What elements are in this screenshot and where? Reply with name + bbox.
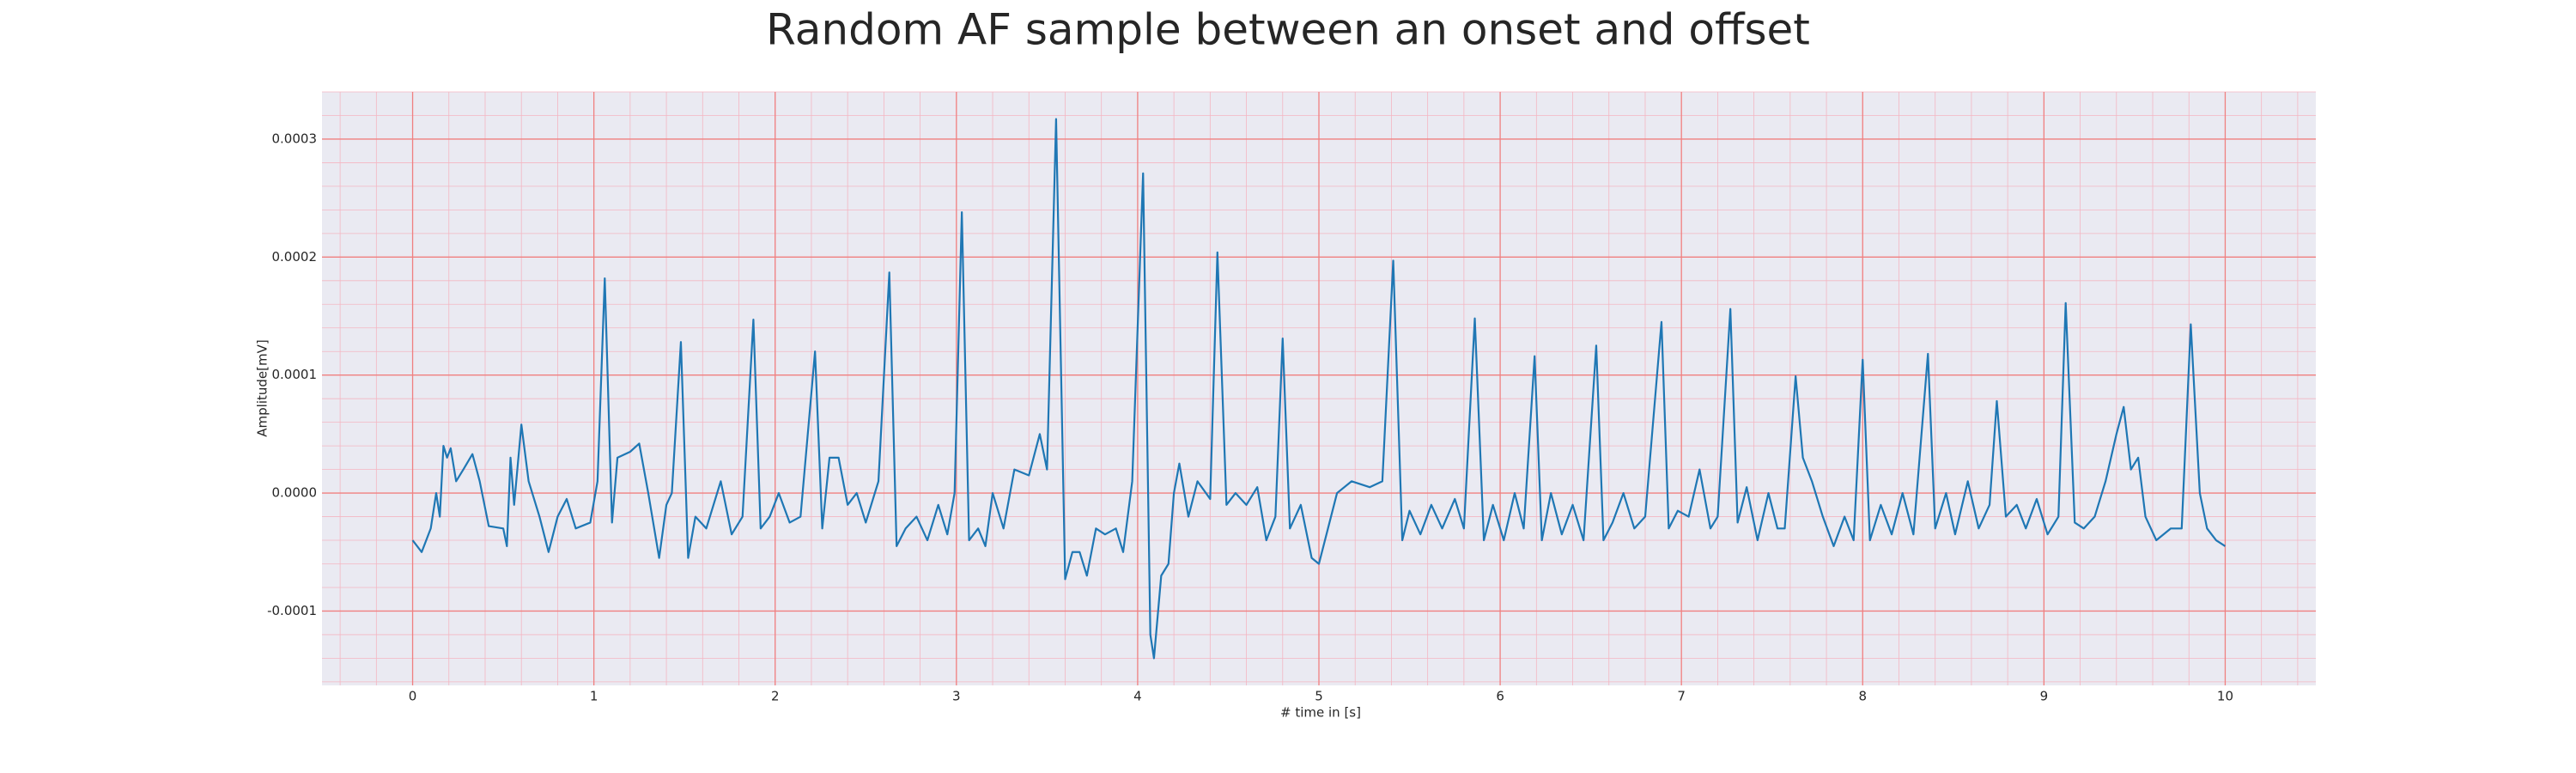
y-tick-label: 0.0000 <box>272 485 318 501</box>
x-tick-label: 9 <box>2040 689 2049 704</box>
x-tick-label: 4 <box>1133 689 1142 704</box>
y-tick-label: 0.0001 <box>272 367 318 382</box>
y-tick-label: 0.0003 <box>272 131 318 146</box>
chart-title: Random AF sample between an onset and of… <box>766 5 1810 55</box>
x-tick-label: 10 <box>2217 689 2233 704</box>
x-tick-label: 8 <box>1858 689 1867 704</box>
y-tick-label: -0.0001 <box>267 603 317 618</box>
signal-line <box>411 118 2227 660</box>
x-axis-label: # time in [s] <box>1280 705 1361 721</box>
y-axis-label: Amplitude[mV] <box>255 339 270 436</box>
x-tick-label: 2 <box>771 689 780 704</box>
x-tick-label: 6 <box>1496 689 1504 704</box>
x-tick-label: 3 <box>952 689 961 704</box>
x-tick-label: 1 <box>590 689 598 704</box>
x-tick-label: 7 <box>1677 689 1686 704</box>
x-tick-label: 0 <box>409 689 417 704</box>
x-tick-label: 5 <box>1315 689 1323 704</box>
y-tick-label: 0.0002 <box>272 249 318 265</box>
